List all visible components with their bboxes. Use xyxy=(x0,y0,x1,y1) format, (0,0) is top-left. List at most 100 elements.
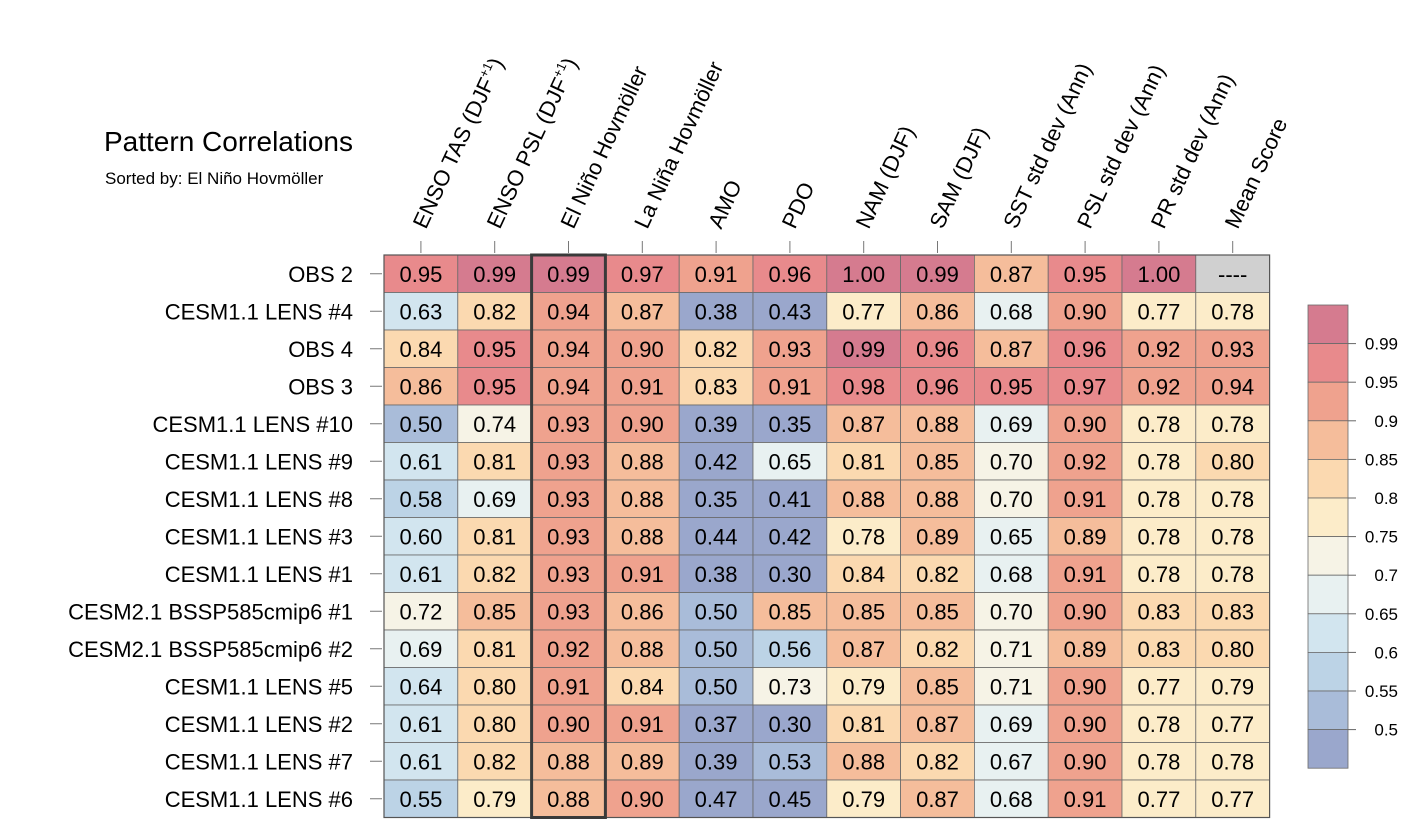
heatmap-cell xyxy=(605,479,680,518)
row-label: CESM2.1 BSSP585cmip6 #1 xyxy=(68,599,353,624)
heatmap-cell xyxy=(1121,367,1197,406)
heatmap-cell xyxy=(974,704,1049,743)
cell-value: 0.78 xyxy=(1137,524,1180,549)
cell-value: 0.74 xyxy=(473,412,516,437)
cell-value: 0.69 xyxy=(990,712,1033,737)
cell-value: 0.90 xyxy=(1064,749,1107,774)
cell-value: 0.93 xyxy=(1211,337,1254,362)
cell-value: 0.61 xyxy=(399,712,442,737)
cell-value: 0.87 xyxy=(990,337,1033,362)
cell-value: 0.42 xyxy=(768,524,811,549)
cell-value: 0.93 xyxy=(547,562,590,587)
cell-value: 0.85 xyxy=(842,599,885,624)
cell-value: 0.88 xyxy=(916,412,959,437)
heatmap-cell xyxy=(383,592,459,631)
heatmap-cell xyxy=(826,329,901,368)
heatmap-cell xyxy=(678,667,754,706)
cell-value: 0.96 xyxy=(916,374,959,399)
heatmap-cell xyxy=(1195,592,1271,631)
heatmap-cell xyxy=(1047,292,1123,331)
heatmap-cell xyxy=(383,404,459,443)
cell-value: 0.81 xyxy=(473,524,516,549)
cell-value: 1.00 xyxy=(1137,262,1180,287)
cell-value: 0.95 xyxy=(990,374,1033,399)
cell-value: 0.91 xyxy=(621,562,664,587)
cell-value: 0.78 xyxy=(1211,412,1254,437)
cell-value: 0.55 xyxy=(399,787,442,812)
heatmap-cell xyxy=(900,404,975,443)
colorbar-bin xyxy=(1307,574,1349,615)
heatmap-cell xyxy=(678,479,754,518)
heatmap-cell xyxy=(457,479,532,518)
cell-value: 0.91 xyxy=(1064,562,1107,587)
heatmap-cell xyxy=(678,592,754,631)
heatmap-cell xyxy=(1195,779,1271,818)
grid-border xyxy=(383,254,1271,819)
cell-value: 0.92 xyxy=(1064,449,1107,474)
cell-value: 0.77 xyxy=(1211,787,1254,812)
cell-value: 0.96 xyxy=(768,262,811,287)
cell-value: 0.69 xyxy=(399,637,442,662)
cell-value: 0.87 xyxy=(621,299,664,324)
heatmap-cell xyxy=(1047,704,1123,743)
heatmap-cell xyxy=(1121,629,1197,668)
cell-value: 0.94 xyxy=(547,299,590,324)
heatmap-cell xyxy=(1121,517,1197,556)
cell-value: 0.80 xyxy=(1211,637,1254,662)
cell-value: 0.88 xyxy=(621,487,664,512)
row-label: CESM1.1 LENS #7 xyxy=(165,749,353,774)
heatmap-cell xyxy=(1047,517,1123,556)
cell-value: 0.89 xyxy=(916,524,959,549)
heatmap-cell xyxy=(752,517,828,556)
heatmap-cell xyxy=(605,292,680,331)
cell-value: 0.88 xyxy=(621,449,664,474)
heatmap-cell xyxy=(1121,592,1197,631)
cell-value: 0.30 xyxy=(768,712,811,737)
highlighted-column-box xyxy=(530,253,607,819)
cell-value: 0.78 xyxy=(1211,524,1254,549)
cell-value: 0.91 xyxy=(695,262,738,287)
heatmap-cell xyxy=(605,742,680,781)
heatmap-cell xyxy=(1121,779,1197,818)
heatmap-cell xyxy=(1121,329,1197,368)
heatmap-cell xyxy=(1195,329,1271,368)
cell-value: 0.38 xyxy=(695,299,738,324)
cell-value: 0.87 xyxy=(990,262,1033,287)
heatmap-cell xyxy=(900,779,975,818)
heatmap-cell xyxy=(678,292,754,331)
cell-value: 0.79 xyxy=(473,787,516,812)
cell-value: 0.70 xyxy=(990,599,1033,624)
heatmap-cell xyxy=(531,254,606,293)
heatmap-cell xyxy=(383,367,459,406)
cell-value: 0.77 xyxy=(1137,674,1180,699)
cell-value: 0.85 xyxy=(473,599,516,624)
cell-value: 0.78 xyxy=(1211,749,1254,774)
heatmap-cell xyxy=(605,667,680,706)
cell-value: 0.39 xyxy=(695,412,738,437)
cell-value: 0.60 xyxy=(399,524,442,549)
heatmap-cell xyxy=(974,329,1049,368)
cell-value: 0.64 xyxy=(399,674,442,699)
heatmap-cell xyxy=(457,254,532,293)
heatmap-cell xyxy=(752,667,828,706)
cell-value: 0.88 xyxy=(547,787,590,812)
colorbar-label: 0.9 xyxy=(1374,412,1398,431)
heatmap-cell xyxy=(826,404,901,443)
heatmap-cell xyxy=(752,742,828,781)
column-label: PDO xyxy=(777,178,820,232)
cell-value: 0.83 xyxy=(1137,599,1180,624)
cell-value: 0.69 xyxy=(473,487,516,512)
cell-value: 0.90 xyxy=(1064,712,1107,737)
cell-value: 0.95 xyxy=(473,374,516,399)
heatmap-cell xyxy=(383,629,459,668)
cell-value: 0.85 xyxy=(916,449,959,474)
heatmap-cell xyxy=(605,329,680,368)
heatmap-cell xyxy=(974,367,1049,406)
heatmap-cell xyxy=(457,592,532,631)
cell-value: 0.87 xyxy=(842,637,885,662)
cell-value: 0.85 xyxy=(768,599,811,624)
heatmap-cells xyxy=(383,254,1271,818)
heatmap-cell xyxy=(1047,367,1123,406)
column-label: AMO xyxy=(703,176,747,232)
